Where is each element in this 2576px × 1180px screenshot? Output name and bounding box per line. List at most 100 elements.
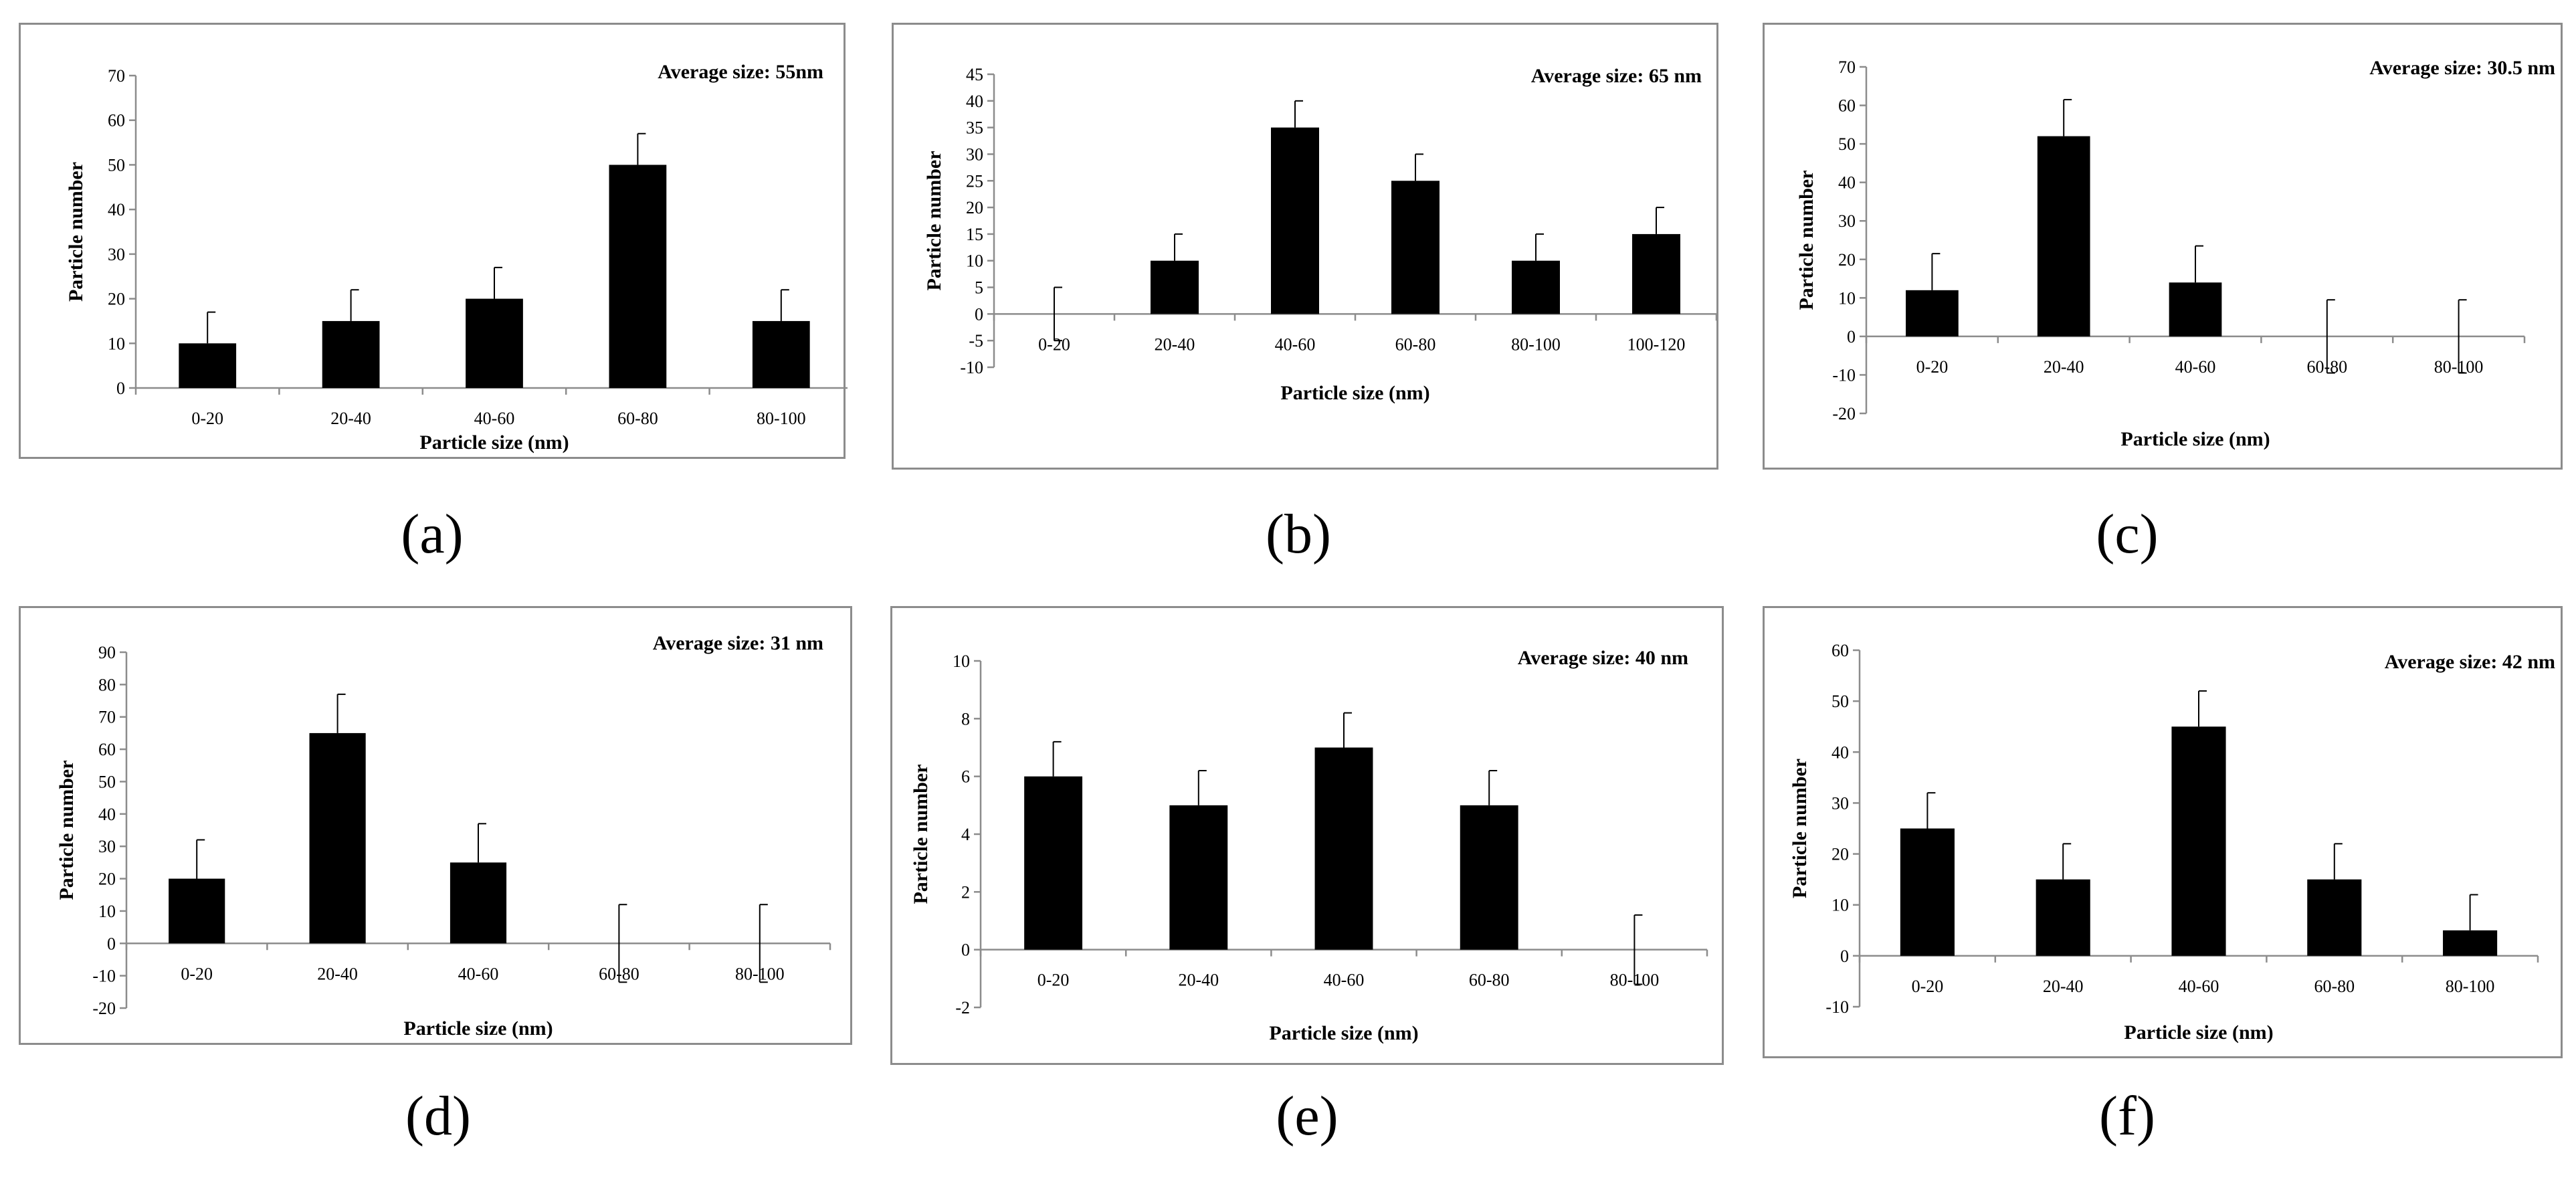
y-tick-label: 40 (98, 805, 116, 824)
x-tick-label: 40-60 (474, 409, 515, 428)
y-tick-label: 45 (966, 65, 983, 84)
bar-0-20 (169, 878, 225, 944)
x-tick-label: 80-100 (757, 409, 806, 428)
y-axis-title: Particle number (1795, 170, 1817, 310)
bar-60-80 (609, 165, 667, 388)
y-tick-label: -10 (1832, 365, 1856, 385)
x-tick-label: 80-100 (1511, 334, 1561, 354)
y-axis-title: Particle number (65, 162, 87, 302)
y-tick-label: -10 (960, 358, 983, 377)
chart-d: -20 -10 0 10 20 30 40 50 60 70 80 90 0-20 20-40 40-60 6… (56, 632, 831, 1040)
chart-frame-f: -10 0 10 20 30 40 50 60 0-20 20-40 40-60 60-80 80-10… (1763, 606, 2563, 1058)
bar-60-80 (1391, 181, 1440, 314)
y-tick-label: -10 (92, 967, 116, 986)
caption-b: (b) (1266, 503, 1331, 565)
y-tick-label: 30 (98, 837, 116, 856)
y-tick-label: 10 (108, 334, 125, 353)
y-tick-label: 0 (975, 304, 983, 324)
bar-40-60 (1271, 127, 1319, 314)
bar-40-60 (466, 298, 523, 388)
caption-e: (e) (1276, 1085, 1339, 1147)
x-tick-label: 0-20 (1037, 971, 1070, 990)
x-axis-title: Particle size (nm) (403, 1017, 553, 1040)
x-tick-label: 20-40 (2043, 977, 2084, 996)
y-tick-label: 5 (975, 278, 983, 298)
x-tick-label: 80-100 (2446, 977, 2495, 996)
y-tick-label: 10 (98, 902, 116, 921)
bar-40-60 (1314, 747, 1373, 950)
y-tick-label: -5 (969, 331, 983, 351)
y-tick-label: -2 (955, 998, 970, 1017)
average-size-annotation: Average size: 31 nm (653, 632, 823, 654)
y-tick-label: 80 (98, 675, 116, 694)
bar-60-80 (2307, 879, 2362, 956)
x-tick-label: 20-40 (1178, 971, 1219, 990)
y-tick-label: 70 (98, 708, 116, 727)
bar-40-60 (2171, 726, 2226, 956)
y-tick-label: 20 (1831, 845, 1849, 864)
y-tick-label: -10 (1825, 997, 1849, 1017)
bar-40-60 (450, 862, 507, 944)
bar-100-120 (1632, 233, 1680, 314)
x-tick-label: 60-80 (2306, 357, 2347, 377)
chart-frame-e: -2 0 2 4 6 8 10 0-20 20-40 40-60 60-80 80-100 Partic… (890, 606, 1724, 1065)
caption-d: (d) (405, 1085, 471, 1147)
y-tick-label: 6 (961, 767, 970, 787)
bar-20-40 (309, 732, 366, 944)
caption-f: (f) (2099, 1085, 2155, 1147)
y-tick-label: 30 (1831, 793, 1849, 813)
y-tick-label: 2 (961, 882, 970, 902)
y-axis-title: Particle number (56, 760, 78, 900)
bar-80-100 (1512, 260, 1560, 314)
y-tick-label: 30 (1838, 211, 1856, 231)
y-tick-label: 20 (108, 290, 125, 309)
x-tick-label: 0-20 (1916, 357, 1949, 377)
y-axis-title: Particle number (923, 151, 945, 290)
x-tick-label: 60-80 (1469, 971, 1510, 990)
x-tick-label: 80-100 (2434, 357, 2484, 377)
chart-f: -10 0 10 20 30 40 50 60 0-20 20-40 40-60 60-80 80-10… (1789, 641, 2555, 1044)
x-tick-label: 20-40 (1155, 334, 1195, 354)
y-tick-label: 0 (961, 941, 970, 960)
x-tick-label: 40-60 (2175, 357, 2216, 377)
x-tick-label: 20-40 (2044, 357, 2084, 377)
chart-b: -10 -5 0 5 10 15 20 25 30 35 40 45 0-20 20-40 40-60 60-… (923, 65, 1718, 404)
bar-0-20 (1024, 776, 1083, 950)
bar-20-40 (1169, 805, 1228, 950)
chart-frame-c: -20 -10 0 10 20 30 40 50 60 70 0-20 20-40 40-60 60-80… (1763, 23, 2563, 470)
y-tick-label: 40 (1831, 743, 1849, 762)
y-tick-label: 20 (98, 870, 116, 889)
y-tick-label: 20 (1838, 250, 1856, 270)
y-tick-label: 40 (108, 200, 125, 219)
y-tick-label: 60 (108, 111, 125, 130)
average-size-annotation: Average size: 65 nm (1531, 65, 1702, 87)
bar-20-40 (2037, 136, 2090, 336)
x-tick-label: 20-40 (317, 964, 358, 983)
y-axis-title: Particle number (910, 764, 932, 904)
y-tick-label: 10 (966, 252, 983, 271)
chart-frame-a: 0 10 20 30 40 50 60 70 0-20 20-40 40-60 60-80 80-100… (19, 23, 848, 459)
x-tick-label: 80-100 (1610, 971, 1660, 990)
y-tick-label: 40 (1838, 173, 1856, 193)
y-tick-label: 50 (108, 155, 125, 175)
bar-0-20 (1900, 828, 1955, 956)
x-axis-title: Particle size (nm) (1280, 382, 1429, 404)
x-tick-label: 60-80 (1395, 334, 1436, 354)
average-size-annotation: Average size: 40 nm (1518, 647, 1688, 669)
bar-80-100 (2443, 930, 2498, 956)
x-tick-label: 0-20 (191, 409, 223, 428)
bar-80-100 (752, 320, 810, 388)
chart-frame-b: -10 -5 0 5 10 15 20 25 30 35 40 45 0-20 20-40 40-60 60-… (892, 23, 1718, 470)
y-tick-label: 10 (1831, 896, 1849, 915)
y-tick-label: 10 (953, 652, 970, 671)
x-tick-label: 40-60 (2179, 977, 2219, 996)
bar-0-20 (179, 343, 237, 388)
x-tick-label: 40-60 (1275, 334, 1316, 354)
x-tick-label: 0-20 (181, 964, 213, 983)
y-tick-label: 15 (966, 225, 983, 244)
y-tick-label: 60 (1838, 96, 1856, 116)
x-tick-label: 60-80 (2314, 977, 2355, 996)
y-tick-label: 40 (966, 92, 983, 111)
y-tick-label: 60 (98, 740, 116, 759)
y-tick-label: 0 (1840, 947, 1849, 966)
